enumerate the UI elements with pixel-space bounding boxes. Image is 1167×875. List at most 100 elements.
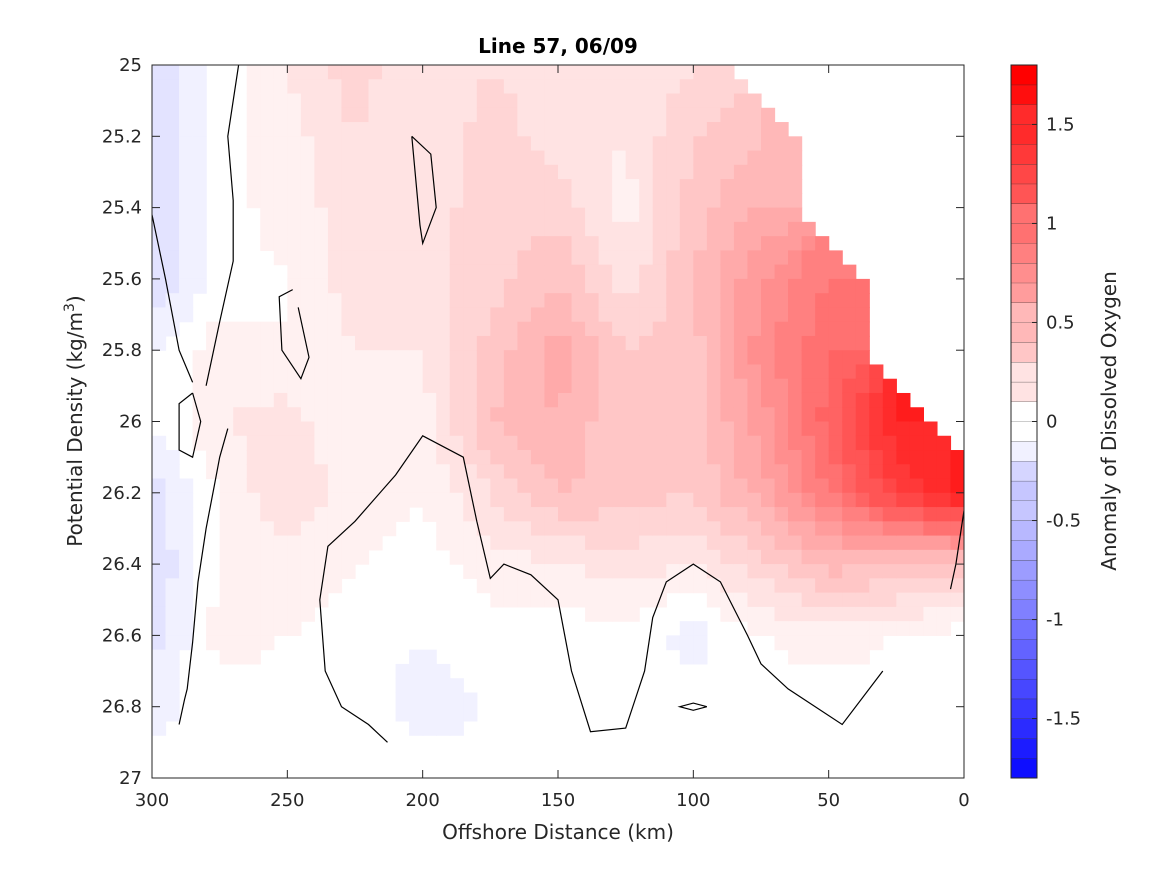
heatmap-cell	[341, 435, 356, 451]
heatmap-cell	[530, 136, 546, 152]
heatmap-cell	[530, 335, 546, 351]
heatmap-cell	[882, 621, 897, 636]
colorbar-swatch	[1011, 560, 1037, 580]
heatmap-cell	[733, 150, 749, 166]
heatmap-cell	[774, 236, 789, 251]
heatmap-cell	[273, 392, 288, 408]
heatmap-cell	[774, 492, 789, 508]
heatmap-cell	[733, 507, 749, 522]
heatmap-cell	[625, 264, 640, 280]
heatmap-cell	[842, 621, 857, 636]
heatmap-cell	[165, 478, 180, 494]
heatmap-cell	[395, 492, 410, 508]
heatmap-cell	[598, 307, 613, 323]
heatmap-cell	[882, 549, 897, 565]
heatmap-cell	[233, 578, 248, 594]
heatmap-cell	[747, 507, 762, 522]
heatmap-cell	[300, 264, 315, 280]
heatmap-cell	[585, 307, 600, 323]
heatmap-cell	[639, 150, 654, 166]
heatmap-cell	[287, 150, 302, 166]
heatmap-cell	[639, 250, 654, 266]
heatmap-cell	[436, 250, 451, 266]
heatmap-cell	[733, 492, 749, 508]
heatmap-cell	[530, 507, 546, 522]
heatmap-cell	[666, 364, 681, 380]
zero-contour-line	[677, 702, 708, 711]
heatmap-cell	[490, 207, 505, 223]
heatmap-cell	[544, 421, 559, 437]
heatmap-cell	[382, 421, 397, 437]
heatmap-cell	[544, 307, 559, 323]
heatmap-cell	[598, 236, 613, 251]
heatmap-cell	[828, 350, 843, 366]
heatmap-cell	[544, 392, 559, 408]
heatmap-cell	[503, 335, 518, 351]
heatmap-cell	[882, 535, 897, 551]
heatmap-cell	[300, 535, 315, 551]
heatmap-cell	[612, 521, 627, 537]
heatmap-cell	[788, 592, 803, 608]
heatmap-cell	[179, 93, 194, 109]
heatmap-cell	[828, 578, 843, 594]
heatmap-cell	[165, 250, 180, 266]
heatmap-cell	[598, 250, 613, 266]
heatmap-cell	[463, 564, 478, 579]
heatmap-cell	[476, 578, 491, 594]
heatmap-cell	[382, 450, 397, 465]
heatmap-cell	[652, 293, 667, 309]
heatmap-cell	[598, 164, 613, 180]
colorbar-swatch	[1011, 243, 1037, 264]
heatmap-cell	[246, 378, 261, 394]
heatmap-cell	[246, 107, 261, 123]
heatmap-cell	[652, 492, 667, 508]
heatmap-cell	[300, 578, 315, 594]
heatmap-cell	[693, 293, 708, 309]
heatmap-cell	[517, 378, 532, 394]
heatmap-cell	[639, 193, 654, 209]
heatmap-cell	[422, 122, 437, 137]
heatmap-cell	[314, 107, 329, 123]
heatmap-cell	[558, 250, 573, 266]
heatmap-cell	[639, 421, 654, 437]
heatmap-cell	[314, 407, 329, 423]
heatmap-cell	[314, 450, 329, 465]
heatmap-cell	[300, 549, 315, 565]
heatmap-cell	[612, 321, 627, 337]
heatmap-cell	[612, 79, 627, 95]
heatmap-cell	[395, 663, 410, 679]
heatmap-cell	[327, 93, 343, 109]
heatmap-cell	[720, 421, 735, 437]
heatmap-cell	[341, 350, 356, 366]
heatmap-cell	[503, 93, 518, 109]
heatmap-cell	[287, 79, 302, 95]
heatmap-cell	[327, 335, 343, 351]
heatmap-cell	[287, 521, 302, 537]
heatmap-cell	[774, 278, 789, 294]
zero-contour-line	[178, 392, 202, 459]
heatmap-cell	[869, 364, 884, 380]
heatmap-cell	[314, 492, 329, 508]
heatmap-cell	[395, 122, 410, 137]
heatmap-cell	[774, 535, 789, 551]
heatmap-cell	[368, 421, 383, 437]
heatmap-cell	[828, 321, 843, 337]
heatmap-cell	[544, 179, 559, 194]
colorbar-swatch	[1011, 302, 1037, 323]
heatmap-cell	[463, 250, 478, 266]
heatmap-cell	[503, 535, 518, 551]
heatmap-cell	[801, 321, 816, 337]
heatmap-cell	[300, 492, 315, 508]
heatmap-cell	[923, 435, 938, 451]
heatmap-cell	[476, 492, 491, 508]
heatmap-cell	[625, 107, 640, 123]
heatmap-cell	[409, 720, 424, 736]
heatmap-cell	[842, 578, 857, 594]
heatmap-cell	[490, 307, 505, 323]
heatmap-cell	[882, 435, 897, 451]
heatmap-cell	[490, 521, 505, 537]
heatmap-cell	[206, 621, 221, 636]
heatmap-cell	[422, 65, 437, 80]
heatmap-cell	[774, 521, 789, 537]
heatmap-cell	[558, 492, 573, 508]
